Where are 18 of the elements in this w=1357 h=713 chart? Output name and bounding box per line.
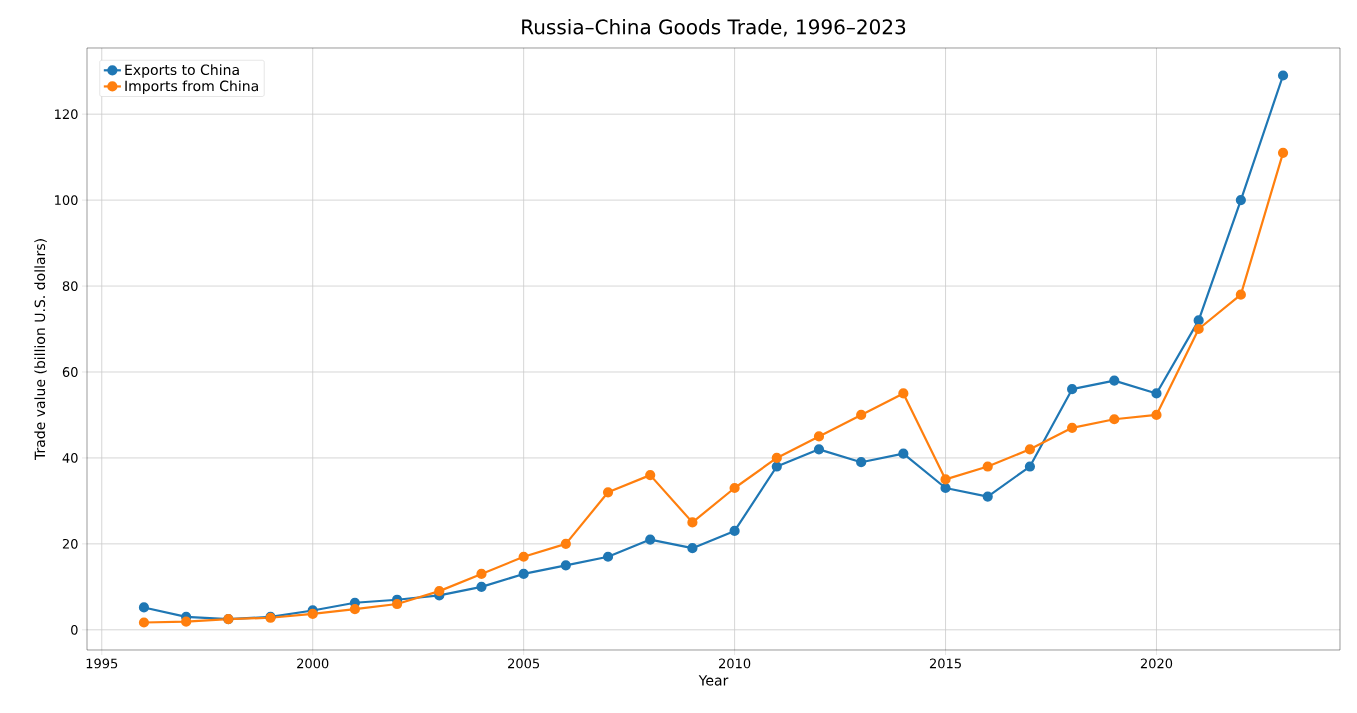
legend-label: Imports from China xyxy=(125,80,258,94)
x-tick-label: 2000 xyxy=(297,658,329,669)
y-tick-label: 60 xyxy=(62,367,78,377)
y-tick-label: 80 xyxy=(62,281,78,291)
x-tick-label: 1995 xyxy=(86,658,118,669)
x-tick-label: 2015 xyxy=(929,658,961,669)
x-tick-label: 2020 xyxy=(1140,658,1173,669)
y-tick-label: 100 xyxy=(55,195,78,206)
y-axis-title: Trade value (billion U.S. dollars) xyxy=(34,239,47,461)
x-axis-title: Year xyxy=(698,675,729,686)
y-tick-label: 0 xyxy=(71,624,78,635)
legend-label: Exports to China xyxy=(125,64,239,78)
y-tick-label: 20 xyxy=(62,538,78,549)
x-tick-label: 2005 xyxy=(508,658,540,669)
y-tick-label: 120 xyxy=(55,109,78,120)
y-tick-label: 40 xyxy=(62,453,78,463)
x-tick-label: 2010 xyxy=(719,658,751,669)
chart-title: Russia–China Goods Trade, 1996–2023 xyxy=(522,18,906,37)
